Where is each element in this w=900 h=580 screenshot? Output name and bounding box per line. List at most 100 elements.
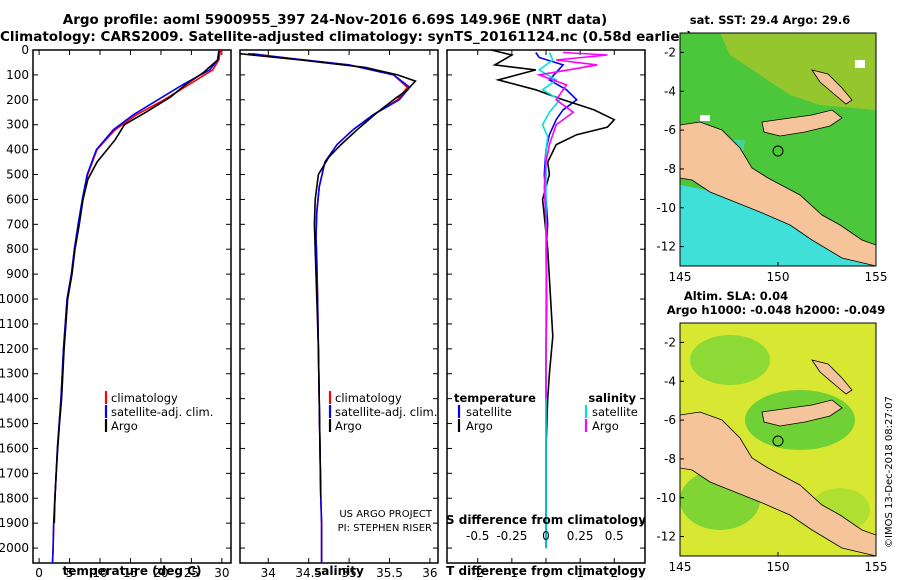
x-tick-label: -1 [506,566,518,580]
legend-label-argo: Argo [335,419,362,433]
sst-argo-location-marker [772,145,784,157]
series-argo [53,51,220,524]
x-tick-label: 20 [153,566,168,580]
legend-label-satellite: satellite-adj. clim. [335,405,437,419]
sla-map-axes: 145 150 155 -2 -4 -6 -8 -10 -12 [656,335,887,574]
series-temperature-argo [491,49,616,549]
legend-title-salinity: salinity [588,391,636,405]
depth-tick-label: 900 [6,267,29,281]
legend-label-satellite: satellite-adj. clim. [111,405,213,419]
depth-tick-label: 200 [6,93,29,107]
depth-tick-label: 800 [6,242,29,256]
depth-tick-label: 1400 [0,392,29,406]
depth-tick-label: 1700 [0,466,29,480]
figure-title-line1: Argo profile: aoml 5900955_397 24-Nov-20… [62,12,608,28]
x-tick-label: 25 [184,566,199,580]
depth-tick-label: 300 [6,118,29,132]
sst-cloud-gap [700,115,710,121]
depth-tick-label: 500 [6,168,29,182]
legend-label-s-argo: Argo [592,419,619,433]
depth-tick-label: 1600 [0,441,29,455]
difference-secondary-ticks: -0.5 -0.25 0 0.25 0.5 [466,529,624,543]
sst-land-newbritain [761,109,843,137]
x-tick-label: 35 [341,566,356,580]
secondary-tick-label: 0.5 [605,529,624,543]
x-tick-label: 30 [214,566,229,580]
x-tick-label: 15 [123,566,138,580]
depth-tick-label: 1200 [0,342,29,356]
map-lat-label: -2 [664,45,676,59]
map-lon-label: 150 [767,270,790,284]
sst-land-newguinea [680,121,876,266]
secondary-tick-label: 0 [542,529,550,543]
map-lat-label: -2 [664,335,676,349]
salinity-x-label: salinity [314,564,364,578]
series-argo [239,52,417,499]
map-lat-label: -10 [656,491,676,505]
temperature-x-label: temperature (deg C) [63,564,202,578]
sst-map-title: sat. SST: 29.4 Argo: 29.6 [690,13,850,27]
x-tick-label: 1 [576,566,584,580]
sla-land-newireland [811,359,853,395]
map-lat-label: -8 [664,162,676,176]
series-climatology [51,49,222,564]
depth-tick-label: 100 [6,68,29,82]
depth-tick-label: 1500 [0,417,29,431]
sla-map [680,323,876,556]
x-tick-label: -2 [472,566,484,580]
salinity-series [239,52,417,563]
sst-map-axes: 145 150 155 -2 -4 -6 -8 -10 -12 [656,45,887,284]
map-lat-label: -4 [664,84,676,98]
series-satellite-adj-clim- [51,49,221,564]
legend-title-temperature: temperature [454,391,536,405]
sla-argo-location-marker [772,435,784,447]
x-tick-label: 0 [542,566,550,580]
map-lon-label: 155 [865,270,888,284]
difference-series [491,49,616,549]
difference-legend: temperature satellite Argo salinity sate… [454,391,638,433]
depth-tick-label: 1800 [0,491,29,505]
legend-label-climatology: climatology [335,391,402,405]
imos-timestamp: ©IMOS 13-Dec-2018 08:27:07 [884,396,895,548]
temperature-legend: climatology satellite-adj. clim. Argo [104,391,213,433]
depth-tick-label: 2000 [0,541,29,555]
x-tick-label: 0 [35,566,43,580]
secondary-tick-label: -0.5 [466,529,489,543]
depth-axis: 0 100 200 300 400 500 600 700 800 900 1000 1100 1200… [0,43,645,555]
depth-tick-label: 0 [21,43,29,57]
map-lon-label: 145 [669,560,692,574]
sst-cloud-gap [855,60,865,68]
figure-title-line2: Climatology: CARS2009. Satellite-adjuste… [0,29,693,45]
map-lat-label: -6 [664,123,676,137]
map-lat-label: -10 [656,201,676,215]
map-lon-label: 145 [669,270,692,284]
series-climatology [252,52,409,563]
x-tick-label: 5 [66,566,74,580]
x-tick-label: 34.5 [295,566,322,580]
depth-tick-label: 1000 [0,292,29,306]
depth-tick-label: 1100 [0,317,29,331]
x-tick-label: 36 [422,566,437,580]
sla-map-title-line2: Argo h1000: -0.048 h2000: -0.049 [667,303,886,317]
salinity-legend: climatology satellite-adj. clim. Argo [328,391,437,433]
credit-pi: PI: STEPHEN RISER [338,523,432,534]
sst-map [680,33,876,266]
salinity-panel-frame [239,49,439,564]
sst-land-newireland [811,69,853,105]
secondary-tick-label: 0.25 [567,529,594,543]
map-lat-label: -12 [656,240,676,254]
depth-tick-label: 400 [6,143,29,157]
series-salinity-argo [536,51,608,399]
map-lat-label: -4 [664,374,676,388]
depth-tick-label: 1900 [0,516,29,530]
map-lat-label: -6 [664,413,676,427]
sla-map-title-line1: Altim. SLA: 0.04 [684,289,788,303]
map-lat-label: -12 [656,530,676,544]
map-lon-label: 150 [767,560,790,574]
map-lon-label: 155 [865,560,888,574]
legend-label-argo: Argo [111,419,138,433]
legend-label-climatology: climatology [111,391,178,405]
depth-tick-label: 700 [6,217,29,231]
x-tick-label: 35.5 [376,566,403,580]
